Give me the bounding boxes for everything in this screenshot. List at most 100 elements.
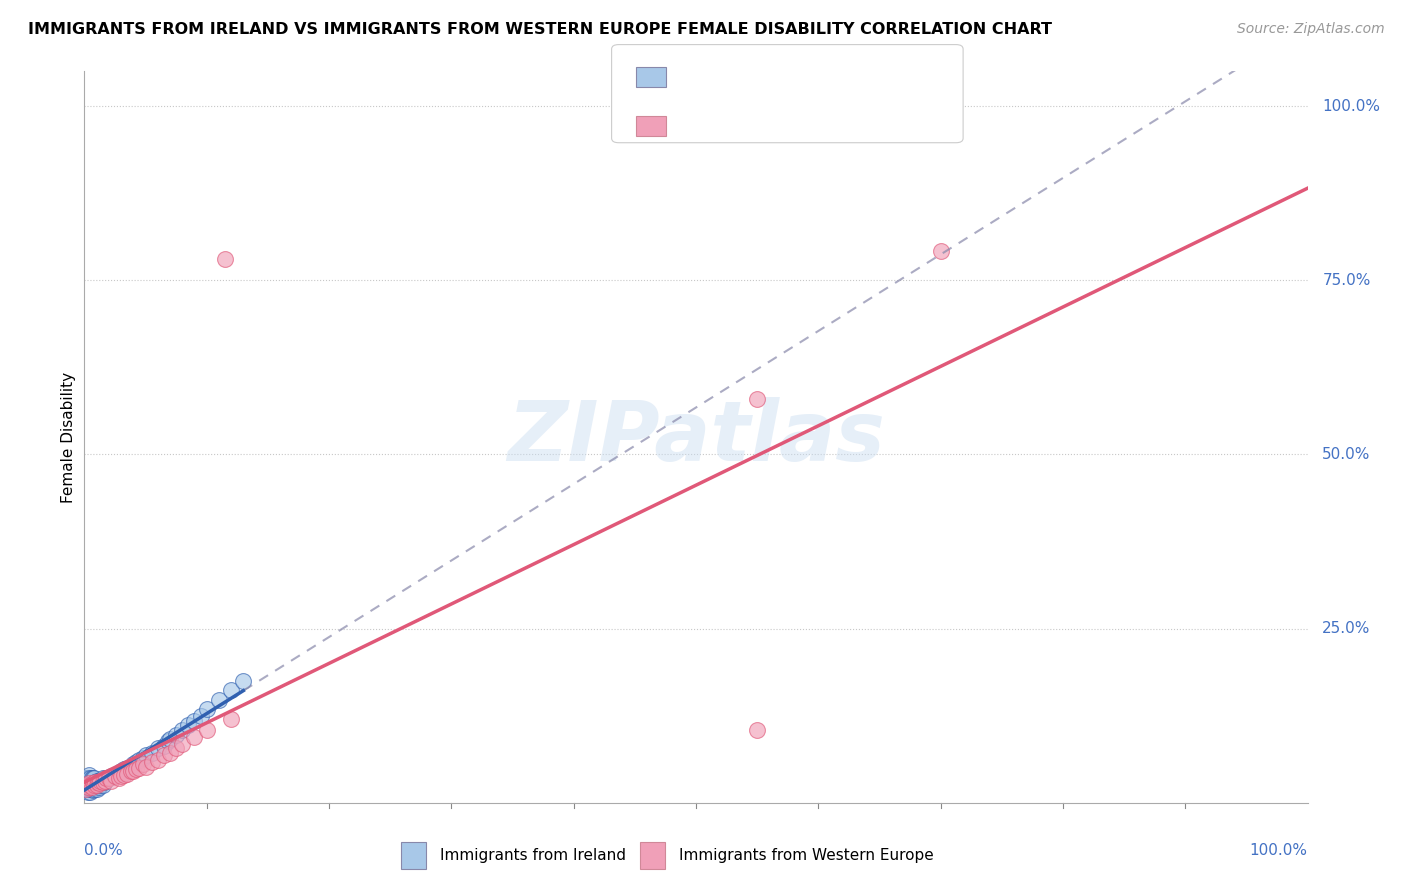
Point — [107, 772, 129, 786]
Point — [82, 776, 104, 790]
Point — [80, 780, 103, 795]
Point — [84, 775, 107, 789]
Point — [89, 778, 111, 792]
Point — [183, 730, 205, 744]
Text: IMMIGRANTS FROM IRELAND VS IMMIGRANTS FROM WESTERN EUROPE FEMALE DISABILITY CORR: IMMIGRANTS FROM IRELAND VS IMMIGRANTS FR… — [28, 22, 1052, 37]
Point — [232, 673, 254, 688]
Point — [177, 718, 200, 732]
Point — [82, 772, 104, 786]
Point — [86, 773, 108, 788]
Point — [112, 768, 135, 782]
Point — [120, 759, 142, 773]
Text: 100.0%: 100.0% — [1250, 843, 1308, 858]
Point — [79, 772, 101, 786]
Point — [214, 252, 236, 267]
Point — [77, 776, 100, 790]
Point — [80, 781, 103, 796]
Point — [83, 772, 105, 786]
Point — [84, 775, 107, 789]
Text: R = 0.283   N = 76: R = 0.283 N = 76 — [683, 62, 853, 80]
Point — [90, 775, 112, 789]
Point — [91, 775, 114, 789]
Point — [219, 712, 242, 726]
Point — [159, 746, 181, 760]
Point — [195, 702, 218, 716]
Point — [153, 739, 176, 753]
Point — [77, 772, 100, 786]
Y-axis label: Female Disability: Female Disability — [60, 371, 76, 503]
Point — [97, 772, 120, 786]
Point — [100, 769, 122, 783]
Point — [79, 781, 101, 796]
Point — [183, 714, 205, 728]
Point — [122, 757, 145, 772]
Point — [75, 772, 97, 786]
Point — [125, 756, 148, 770]
Point — [747, 392, 769, 406]
Point — [110, 764, 132, 779]
Point — [76, 778, 98, 792]
Point — [76, 781, 98, 796]
Point — [120, 764, 142, 779]
Point — [87, 775, 110, 789]
Point — [77, 785, 100, 799]
Point — [87, 773, 110, 788]
Text: ZIPatlas: ZIPatlas — [508, 397, 884, 477]
Point — [112, 763, 135, 777]
Point — [87, 773, 110, 788]
Point — [80, 772, 103, 786]
Text: Source: ZipAtlas.com: Source: ZipAtlas.com — [1237, 22, 1385, 37]
Point — [929, 244, 952, 258]
Point — [77, 775, 100, 789]
Point — [747, 723, 769, 737]
Point — [115, 766, 138, 780]
Point — [77, 768, 100, 782]
Point — [86, 778, 108, 792]
Point — [89, 773, 111, 788]
Point — [77, 781, 100, 796]
Point — [96, 772, 118, 786]
Point — [80, 775, 103, 789]
Point — [83, 776, 105, 790]
Point — [128, 753, 150, 767]
Point — [104, 768, 127, 782]
Point — [172, 723, 194, 737]
Point — [94, 773, 117, 788]
Point — [190, 708, 212, 723]
Point — [156, 734, 179, 748]
Point — [159, 731, 181, 746]
Point — [77, 781, 100, 796]
Point — [165, 727, 187, 741]
Point — [219, 682, 242, 697]
Point — [141, 746, 163, 760]
Text: 0.0%: 0.0% — [84, 843, 124, 858]
Point — [135, 748, 157, 763]
Point — [77, 778, 100, 792]
Point — [76, 778, 98, 792]
Point — [82, 776, 104, 790]
Point — [83, 778, 105, 792]
Point — [86, 781, 108, 796]
Text: 50.0%: 50.0% — [1322, 447, 1371, 462]
Point — [87, 780, 110, 795]
Point — [165, 741, 187, 756]
Point — [86, 778, 108, 792]
Point — [79, 778, 101, 792]
Point — [79, 775, 101, 789]
Point — [75, 781, 97, 796]
Point — [82, 780, 104, 795]
Point — [146, 753, 169, 767]
Point — [96, 772, 118, 786]
Point — [77, 772, 100, 786]
Point — [89, 773, 111, 788]
Point — [77, 780, 100, 795]
Text: R = 0.717   N = 40: R = 0.717 N = 40 — [683, 112, 853, 129]
Point — [75, 775, 97, 789]
Point — [91, 772, 114, 786]
Point — [87, 776, 110, 790]
Point — [115, 761, 138, 775]
Point — [97, 772, 120, 786]
Point — [128, 761, 150, 775]
Text: Immigrants from Western Europe: Immigrants from Western Europe — [679, 848, 934, 863]
Point — [172, 737, 194, 751]
